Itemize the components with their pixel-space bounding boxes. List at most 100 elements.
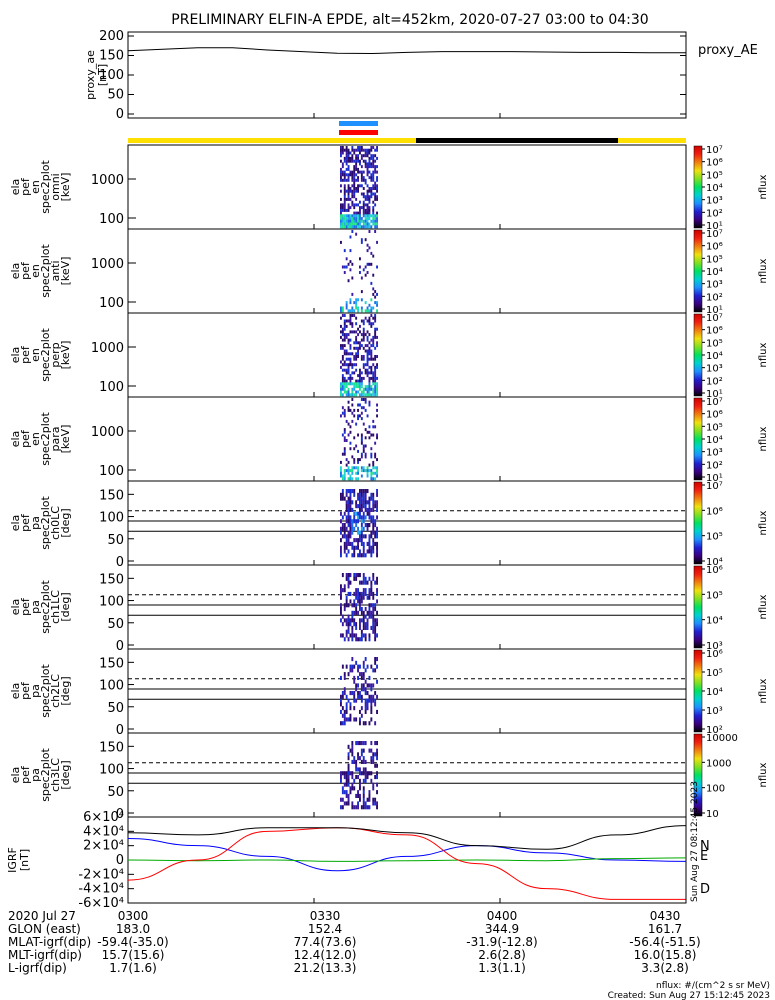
spectrogram-cell: [366, 184, 369, 188]
y-tick-label: -6×10⁴: [78, 896, 124, 911]
colorbar-tick-label: 10000: [706, 733, 738, 744]
spectrogram-cell: [353, 460, 356, 464]
spectrogram-cell: [341, 214, 344, 218]
spectrogram-cell: [345, 333, 348, 337]
footer-value: -56.4(-51.5): [629, 935, 700, 949]
spectrogram-cell: [343, 541, 346, 546]
spectrogram-cell: [345, 709, 348, 714]
spectrogram-cell: [345, 301, 348, 305]
spectrogram-cell: [359, 778, 361, 783]
y-axis-label: proxy_ae [nT]: [84, 50, 109, 100]
spectrogram-cell: [353, 195, 356, 199]
date-stamp: Sun Aug 27 08:12:45 2023: [690, 781, 700, 902]
spectrogram-cell: [372, 387, 375, 391]
y-axis-label-line: pef: [19, 345, 32, 364]
spectrogram-cell: [340, 698, 342, 703]
spectrogram-cell: [362, 675, 365, 680]
spectrogram-cell: [360, 752, 363, 757]
spectrogram-cell: [347, 387, 350, 391]
spectrogram-cell: [359, 534, 361, 539]
spectrogram-cell: [355, 519, 358, 524]
spectrogram-cell: [376, 748, 378, 753]
spectrogram-cell: [343, 360, 346, 364]
spectrogram-cell: [366, 206, 369, 210]
spectrogram-cell: [349, 507, 352, 512]
spectrogram-cell: [368, 156, 371, 160]
spectrogram-cell: [357, 352, 359, 356]
spectrogram-cell: [366, 192, 369, 196]
spectrogram-cell: [376, 165, 378, 169]
spectrogram-cell: [345, 393, 348, 397]
spectrogram-cell: [341, 374, 344, 378]
spectrogram-cell: [343, 549, 346, 554]
y-axis-label-line: [deg]: [59, 760, 72, 789]
colorbar-tick-label: 10⁴: [706, 557, 723, 568]
y-tick-label: 100: [99, 380, 124, 395]
spectrogram-cell: [345, 507, 348, 512]
spectrogram-cell: [349, 599, 352, 604]
y-tick-label: 0: [116, 555, 124, 570]
spectrogram-cell: [376, 156, 378, 160]
spectrogram-cell: [362, 790, 365, 795]
spectrogram-cell: [340, 492, 342, 497]
spectrogram-cell: [362, 801, 365, 806]
spectrogram-cell: [374, 504, 377, 509]
spectrogram-cell: [351, 471, 354, 475]
y-axis-label-line: ela: [9, 599, 22, 616]
eclipse-bar-black: [416, 138, 618, 143]
spectrogram-cell: [360, 382, 363, 386]
spectrogram-cell: [374, 230, 377, 233]
spectrogram-cell: [341, 477, 344, 481]
spectrogram-cell: [357, 541, 359, 546]
spectrogram-cell: [355, 775, 358, 780]
spectrogram-cell: [351, 159, 354, 163]
spectrogram-cell: [347, 603, 350, 608]
spectrogram-cell: [364, 217, 367, 221]
spectrogram-cell: [360, 333, 363, 337]
spectrogram-cell: [370, 251, 373, 255]
spectrogram-cell: [347, 206, 350, 210]
spectrogram-cell: [360, 217, 363, 221]
top-bars: [128, 121, 686, 143]
spectrogram-cell: [341, 346, 344, 350]
y-axis-label-line: para: [49, 427, 62, 452]
spectrogram-cell: [351, 365, 354, 369]
spectrogram-cell: [370, 344, 373, 348]
spectrogram-cell: [372, 292, 375, 296]
spectrogram-cell: [353, 489, 356, 494]
spectrogram-cell: [343, 790, 346, 795]
spectrogram-cell: [368, 309, 371, 313]
spectrogram-cell: [368, 469, 371, 473]
spectrogram-cell: [347, 192, 350, 196]
spectrogram-cell: [341, 706, 344, 711]
spectrogram-cell: [372, 187, 375, 190]
spectrogram-cell: [349, 534, 352, 539]
spectrogram-cell: [374, 477, 377, 481]
spectrogram-cell: [366, 338, 369, 342]
spectrogram-cell: [343, 200, 346, 204]
y-tick-label: 200: [99, 29, 124, 44]
y-axis-label-line: pa: [29, 600, 42, 614]
spectrogram-cell: [351, 292, 354, 296]
spectrogram-cell: [359, 214, 361, 218]
spectrogram-cell: [376, 214, 378, 218]
spectrogram-cell: [341, 151, 344, 155]
spectrogram-cell: [374, 387, 377, 391]
spectrogram-cell: [355, 211, 358, 215]
colorbar-tick-label: 10¹: [706, 305, 723, 316]
spectrogram-cell: [355, 622, 358, 627]
spectrogram-cell: [347, 576, 350, 581]
spectrogram-cell: [368, 211, 371, 215]
spectrogram-cell: [340, 360, 342, 364]
spectrogram-cell: [364, 741, 367, 746]
y-axis-label-line: pef: [19, 429, 32, 448]
spectrogram-cell: [349, 474, 352, 478]
spectrogram-cell: [374, 393, 377, 397]
y-tick-label: 150: [99, 740, 124, 755]
colorbar: [693, 481, 703, 565]
spectrogram-cell: [366, 197, 369, 201]
y-axis-label-line: pef: [19, 177, 32, 196]
spectrogram-cell: [366, 618, 369, 623]
colorbar-tick-label: 10⁵: [706, 668, 723, 679]
